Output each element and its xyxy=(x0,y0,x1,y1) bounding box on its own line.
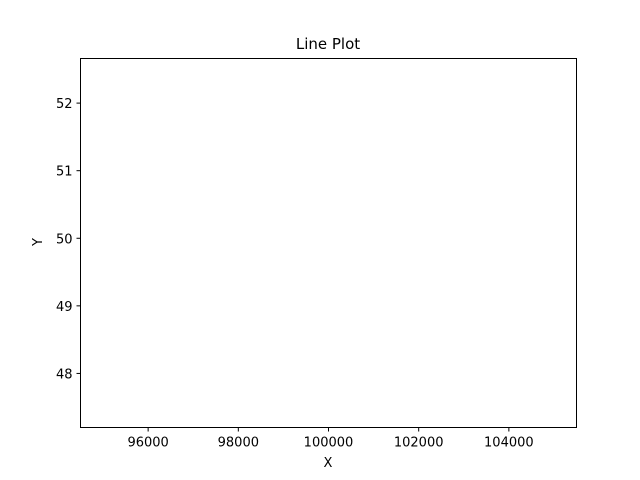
x-axis-label: X xyxy=(324,456,333,471)
x-axis-ticks: 96000 98000 100000 102000 104000 xyxy=(127,427,534,451)
y-axis-ticks: 48 49 50 51 52 xyxy=(56,97,81,382)
x-tick-label: 102000 xyxy=(394,436,444,451)
x-tick-label: 100000 xyxy=(304,436,354,451)
y-tick-label: 51 xyxy=(56,165,73,180)
plot-area-frame xyxy=(80,58,577,428)
x-tick-label: 104000 xyxy=(484,436,534,451)
y-tick-label: 49 xyxy=(56,300,73,315)
y-tick-label: 50 xyxy=(56,232,73,247)
x-tick-label: 98000 xyxy=(218,436,259,451)
chart-title: Line Plot xyxy=(296,35,360,53)
x-tick-label: 96000 xyxy=(127,436,168,451)
y-axis-label: Y xyxy=(31,238,46,247)
y-tick-label: 48 xyxy=(56,367,73,382)
y-tick-label: 52 xyxy=(56,97,73,112)
